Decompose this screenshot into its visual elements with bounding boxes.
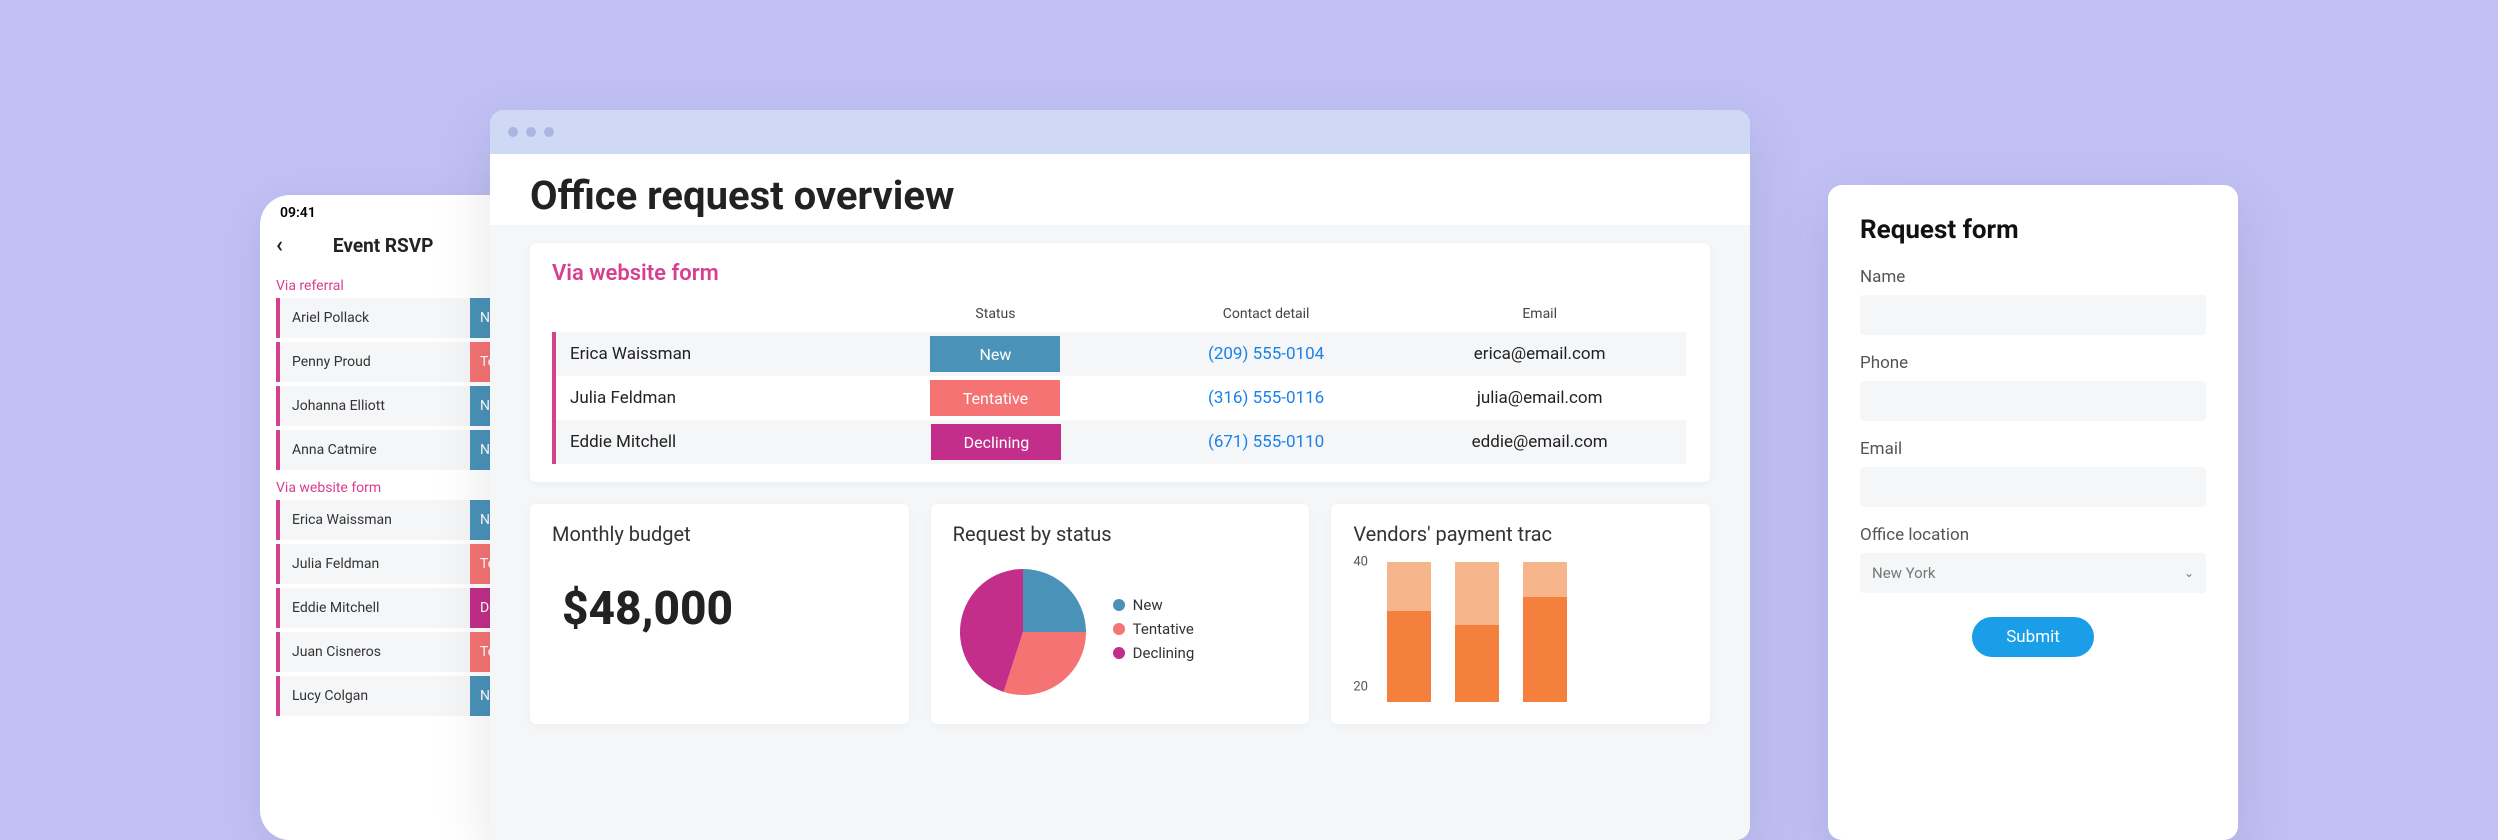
pie-slice [1023,569,1086,632]
browser-window: Office request overview Via website form… [490,110,1750,840]
list-item-name: Anna Catmire [280,442,470,458]
table-row[interactable]: Eddie Mitchell Declining (671) 555-0110 … [554,420,1686,464]
pie-chart [953,562,1093,702]
table-header: Email [1393,296,1686,332]
legend-dot [1113,623,1125,635]
status-cell: Tentative [854,376,1139,420]
phone-label: Phone [1860,353,2206,373]
pie-card: Request by status New Tentative Declining [931,504,1310,724]
bar-segment [1523,597,1567,702]
window-dot [544,127,554,137]
name-label: Name [1860,267,2206,287]
budget-value: $48,000 [552,562,887,656]
bar-chart: 4020 [1353,562,1688,702]
requests-table: StatusContact detailEmail Erica Waissman… [552,296,1688,464]
budget-card: Monthly budget $48,000 [530,504,909,724]
email-cell: erica@email.com [1393,332,1686,376]
list-item-name: Juan Cisneros [280,644,470,660]
browser-chrome [490,110,1750,154]
legend-dot [1113,647,1125,659]
phone-cell[interactable]: (209) 555-0104 [1139,332,1393,376]
bar-segment [1523,562,1567,597]
pie-title: Request by status [953,522,1288,546]
status-badge: Tentative [930,380,1060,416]
name-cell: Julia Feldman [554,376,854,420]
list-item-name: Lucy Colgan [280,688,470,704]
list-item-name: Erica Waissman [280,512,470,528]
list-item-name: Julia Feldman [280,556,470,572]
table-header: Status [854,296,1139,332]
form-title: Request form [1860,215,2206,245]
legend-label: New [1133,596,1163,614]
y-tick: 40 [1353,555,1381,570]
phone-cell[interactable]: (671) 555-0110 [1139,420,1393,464]
bar-card: Vendors' payment trac 4020 [1331,504,1710,724]
legend-label: Tentative [1133,620,1194,638]
name-cell: Erica Waissman [554,332,854,376]
legend-item: Tentative [1113,620,1195,638]
list-item-name: Eddie Mitchell [280,600,470,616]
name-input[interactable] [1860,295,2206,335]
email-label: Email [1860,439,2206,459]
status-time: 09:41 [280,205,316,221]
back-icon[interactable]: ‹ [276,233,283,258]
request-form-panel: Request form Name Phone Email Office loc… [1828,185,2238,840]
location-select[interactable]: New York ⌄ [1860,553,2206,593]
page-title: Office request overview [490,154,1750,225]
bar-column [1387,562,1431,702]
table-row[interactable]: Julia Feldman Tentative (316) 555-0116 j… [554,376,1686,420]
bar-segment [1387,562,1431,611]
window-dot [526,127,536,137]
table-card: Via website form StatusContact detailEma… [530,243,1710,482]
bar-column [1523,562,1567,702]
status-cell: New [854,332,1139,376]
status-badge: Declining [931,424,1061,460]
email-cell: eddie@email.com [1393,420,1686,464]
bar-title: Vendors' payment trac [1353,522,1688,546]
table-card-title: Via website form [552,261,1688,286]
y-tick: 20 [1353,680,1381,695]
phone-input[interactable] [1860,381,2206,421]
table-header [554,296,854,332]
location-label: Office location [1860,525,2206,545]
bar-segment [1455,625,1499,702]
pie-legend: New Tentative Declining [1113,596,1195,668]
list-item-name: Johanna Elliott [280,398,470,414]
window-dot [508,127,518,137]
legend-label: Declining [1133,644,1195,662]
mobile-title: Event RSVP [333,234,434,257]
list-item-name: Ariel Pollack [280,310,470,326]
email-input[interactable] [1860,467,2206,507]
status-cell: Declining [854,420,1139,464]
bar-segment [1387,611,1431,702]
cards-row: Monthly budget $48,000 Request by status… [530,504,1710,724]
bar-segment [1455,562,1499,625]
browser-content: Office request overview Via website form… [490,154,1750,840]
table-header: Contact detail [1139,296,1393,332]
phone-cell[interactable]: (316) 555-0116 [1139,376,1393,420]
table-row[interactable]: Erica Waissman New (209) 555-0104 erica@… [554,332,1686,376]
name-cell: Eddie Mitchell [554,420,854,464]
bar-column [1455,562,1499,702]
submit-button[interactable]: Submit [1972,617,2094,657]
budget-title: Monthly budget [552,522,887,546]
legend-dot [1113,599,1125,611]
chevron-down-icon: ⌄ [2184,566,2194,580]
status-badge: New [930,336,1060,372]
y-axis: 4020 [1353,562,1381,702]
list-item-name: Penny Proud [280,354,470,370]
legend-item: New [1113,596,1195,614]
legend-item: Declining [1113,644,1195,662]
email-cell: julia@email.com [1393,376,1686,420]
location-value: New York [1872,564,1935,582]
